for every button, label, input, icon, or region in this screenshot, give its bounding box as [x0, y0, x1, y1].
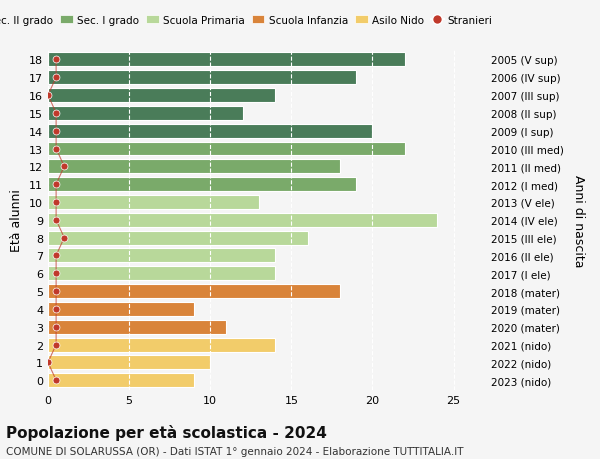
Bar	[48, 267, 275, 280]
Bar	[48, 89, 275, 103]
Bar	[48, 302, 194, 316]
Bar	[48, 374, 194, 387]
Text: Popolazione per età scolastica - 2024: Popolazione per età scolastica - 2024	[6, 425, 327, 441]
Bar	[48, 196, 259, 209]
Y-axis label: Anni di nascita: Anni di nascita	[572, 174, 585, 267]
Bar	[48, 356, 210, 369]
Legend: Sec. II grado, Sec. I grado, Scuola Primaria, Scuola Infanzia, Asilo Nido, Stran: Sec. II grado, Sec. I grado, Scuola Prim…	[0, 11, 497, 30]
Bar	[48, 71, 356, 85]
Bar	[48, 231, 308, 245]
Bar	[48, 160, 340, 174]
Bar	[48, 142, 405, 156]
Bar	[48, 178, 356, 192]
Bar	[48, 53, 405, 67]
Bar	[48, 124, 373, 138]
Bar	[48, 213, 437, 227]
Bar	[48, 249, 275, 263]
Bar	[48, 285, 340, 298]
Bar	[48, 106, 242, 121]
Text: COMUNE DI SOLARUSSA (OR) - Dati ISTAT 1° gennaio 2024 - Elaborazione TUTTITALIA.: COMUNE DI SOLARUSSA (OR) - Dati ISTAT 1°…	[6, 446, 464, 456]
Bar	[48, 338, 275, 352]
Bar	[48, 320, 226, 334]
Y-axis label: Età alunni: Età alunni	[10, 189, 23, 252]
